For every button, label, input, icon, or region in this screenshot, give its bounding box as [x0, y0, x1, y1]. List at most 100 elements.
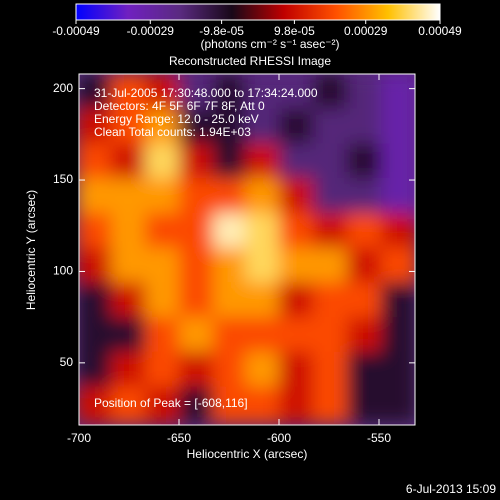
heat-cell	[347, 317, 383, 354]
heat-cell	[111, 317, 147, 354]
heat-cell	[213, 351, 249, 389]
heat-cell	[245, 108, 281, 146]
x-tick-label: -600	[267, 431, 291, 445]
heat-cell	[111, 143, 147, 181]
y-tick-label: 100	[53, 264, 73, 278]
heat-cell	[245, 351, 281, 389]
heat-cell	[347, 74, 383, 111]
colorbar-tick-label: 0.00029	[344, 24, 388, 38]
heat-cell	[145, 386, 181, 424]
heat-cell	[381, 143, 415, 181]
heat-cell	[279, 178, 315, 215]
heat-cell	[313, 247, 349, 285]
heat-cell	[145, 247, 181, 285]
heat-cell	[279, 317, 315, 354]
heat-cell	[381, 282, 415, 320]
heat-cell	[79, 386, 113, 424]
heat-cell	[279, 386, 315, 424]
chart-title: Reconstructed RHESSI Image	[169, 54, 331, 68]
heat-cell	[347, 178, 383, 215]
heat-cell	[79, 108, 113, 146]
heat-cell	[245, 74, 281, 111]
heat-cell	[347, 247, 383, 285]
heat-cell	[111, 178, 147, 215]
heat-cell	[279, 282, 315, 320]
heat-cell	[79, 351, 113, 389]
colorbar-tick-label: 0.00049	[418, 24, 462, 38]
heat-cell	[279, 212, 315, 250]
heat-cell	[245, 386, 281, 424]
heat-cell	[347, 143, 383, 181]
colorbar-tick-label: -0.00049	[52, 24, 100, 38]
heat-cell	[79, 282, 113, 320]
colorbar-tick-label: -0.00029	[127, 24, 175, 38]
heat-cell	[381, 108, 415, 146]
heat-cell	[179, 143, 215, 181]
image	[79, 74, 415, 425]
heat-cell	[347, 386, 383, 424]
heat-cell	[213, 108, 249, 146]
heat-cell	[79, 247, 113, 285]
heat-cell	[145, 74, 181, 111]
heat-cell	[347, 212, 383, 250]
heat-cell	[111, 108, 147, 146]
heat-cell	[279, 74, 315, 111]
heat-cell	[313, 108, 349, 146]
heat-cell	[145, 212, 181, 250]
annotation: Detectors: 4F 5F 6F 7F 8F, Att 0	[94, 99, 265, 113]
heat-cell	[245, 212, 281, 250]
heat-cell	[213, 143, 249, 181]
y-axis-label: Heliocentric Y (arcsec)	[24, 190, 38, 310]
heat-cell	[179, 74, 215, 111]
heat-cell	[111, 74, 147, 111]
heat-cell	[381, 351, 415, 389]
heat-cell	[279, 143, 315, 181]
heat-cell	[213, 74, 249, 111]
heat-cell	[179, 317, 215, 354]
heat-cell	[313, 317, 349, 354]
heat-cell	[179, 282, 215, 320]
heat-cell	[145, 351, 181, 389]
heat-cell	[213, 178, 249, 215]
y-tick-label: 50	[60, 355, 74, 369]
colorbar-tick-label: 9.8e-05	[274, 24, 315, 38]
heat-cell	[279, 108, 315, 146]
heat-cell	[381, 386, 415, 424]
heat-cell	[145, 178, 181, 215]
heat-cell	[279, 247, 315, 285]
colorbar-tick-label: -9.8e-05	[199, 24, 244, 38]
heat-cell	[213, 317, 249, 354]
heat-cell	[245, 178, 281, 215]
heat-cell	[179, 247, 215, 285]
heat-cell	[145, 317, 181, 354]
heat-cell	[313, 178, 349, 215]
heat-cell	[111, 386, 147, 424]
heat-cell	[179, 108, 215, 146]
heat-cell	[245, 317, 281, 354]
heat-cell	[111, 212, 147, 250]
heat-cell	[381, 247, 415, 285]
heat-cell	[79, 317, 113, 354]
annotation: 31-Jul-2005 17:30:48.000 to 17:34:24.000	[94, 86, 318, 100]
colorbar-label: (photons cm⁻² s⁻¹ asec⁻²)	[200, 37, 339, 51]
peak-label: Position of Peak = [-608,116]	[94, 396, 248, 410]
heat-cell	[381, 317, 415, 354]
heat-cell	[245, 247, 281, 285]
heat-cell	[347, 108, 383, 146]
annotation: Clean Total counts: 1.94E+03	[94, 125, 251, 139]
heat-cell	[79, 143, 113, 181]
heat-cell	[313, 212, 349, 250]
heat-cell	[313, 143, 349, 181]
heat-cell	[111, 247, 147, 285]
colorbar	[75, 3, 441, 21]
heat-cell	[313, 74, 349, 111]
heat-cell	[79, 212, 113, 250]
heat-cell	[79, 74, 113, 111]
timestamp: 6-Jul-2013 15:09	[406, 482, 496, 496]
heat-cell	[213, 386, 249, 424]
heat-cell	[145, 143, 181, 181]
annotation: Energy Range: 12.0 - 25.0 keV	[94, 112, 259, 126]
heat-cell	[179, 386, 215, 424]
heat-cell	[381, 178, 415, 215]
heat-cell	[313, 351, 349, 389]
